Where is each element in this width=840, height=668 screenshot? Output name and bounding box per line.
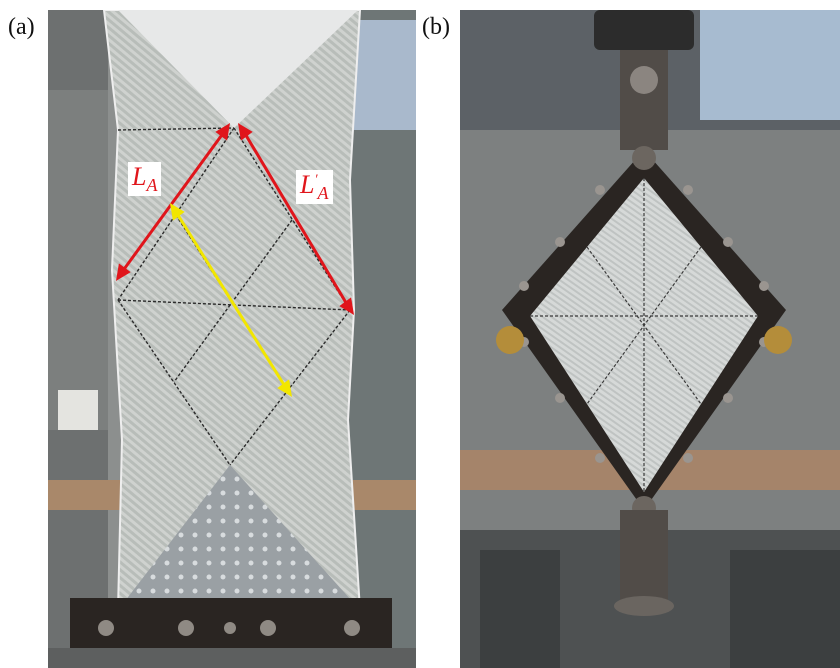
bias-extension-illustration xyxy=(48,10,416,668)
marker-grid-b xyxy=(530,178,758,492)
frame-hinges xyxy=(496,326,792,354)
arrow-yellow xyxy=(169,203,293,397)
la-prime-mark: ′ xyxy=(314,172,318,188)
panel-label-a: (a) xyxy=(8,14,35,40)
arrow-la xyxy=(115,123,231,281)
arrow-la-prime xyxy=(237,123,355,315)
bias-extension-photo xyxy=(48,10,416,668)
la-annotation: LA xyxy=(128,162,162,196)
la-prime-base: L xyxy=(300,170,315,199)
la-prime-annotation: L′A xyxy=(296,170,333,204)
frame-bolts xyxy=(519,185,769,463)
bottom-clamp-region xyxy=(118,465,360,610)
la-prime-subscript: A xyxy=(317,183,329,203)
load-cell xyxy=(594,10,694,50)
picture-frame-illustration xyxy=(460,10,840,668)
la-subscript: A xyxy=(146,175,158,195)
top-clamp-region xyxy=(118,10,358,128)
la-base: L xyxy=(132,162,147,191)
fixture-bolts xyxy=(98,620,360,636)
panel-label-b: (b) xyxy=(422,14,450,40)
picture-frame-photo xyxy=(460,10,840,668)
